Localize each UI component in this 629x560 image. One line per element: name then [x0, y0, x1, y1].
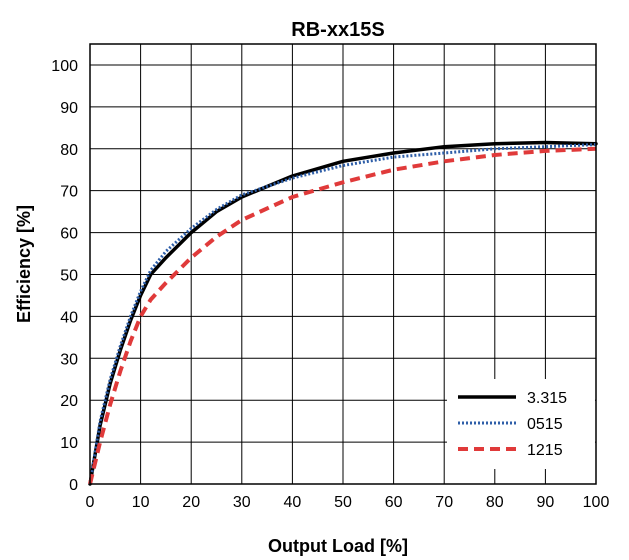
y-tick-label: 60: [60, 226, 78, 243]
legend-label: 3.315: [527, 390, 567, 407]
legend: 3.315 0515 1215: [447, 379, 595, 469]
series-line-3.315: [88, 140, 598, 486]
legend-label: 0515: [527, 416, 563, 433]
plot-frame: [89, 43, 597, 485]
chart-title: RB-xx15S: [291, 19, 384, 41]
x-tick-labels: 0 10 20 30 40 50 60 70 80 90 100: [86, 494, 610, 511]
y-tick-label: 80: [60, 142, 78, 159]
series-line-1215: [88, 146, 597, 485]
y-axis-label: Efficiency [%]: [14, 205, 34, 323]
x-tick-label: 30: [233, 494, 251, 511]
x-tick-label: 70: [435, 494, 453, 511]
y-tick-label: 90: [60, 100, 78, 117]
x-tick-label: 40: [284, 494, 302, 511]
y-tick-label: 40: [60, 309, 78, 326]
x-tick-label: 60: [385, 494, 403, 511]
x-tick-label: 100: [583, 494, 610, 511]
y-tick-label: 30: [60, 351, 78, 368]
y-tick-label: 70: [60, 184, 78, 201]
y-tick-label: 0: [69, 477, 78, 494]
legend-box: [447, 379, 595, 469]
x-tick-label: 80: [486, 494, 504, 511]
y-tick-label: 20: [60, 393, 78, 410]
x-tick-label: 20: [182, 494, 200, 511]
y-tick-labels: 0 10 20 30 40 50 60 70 80 90 100: [51, 58, 78, 494]
y-tick-label: 100: [51, 58, 78, 75]
y-tick-label: 50: [60, 267, 78, 284]
x-tick-label: 0: [86, 494, 95, 511]
series-line-0515: [88, 143, 597, 485]
legend-label: 1215: [527, 442, 563, 459]
x-tick-label: 50: [334, 494, 352, 511]
grid: [90, 44, 596, 484]
x-tick-label: 90: [537, 494, 555, 511]
series-lines: [88, 140, 598, 486]
x-tick-label: 10: [132, 494, 150, 511]
y-tick-label: 10: [60, 435, 78, 452]
x-axis-label: Output Load [%]: [268, 536, 408, 556]
